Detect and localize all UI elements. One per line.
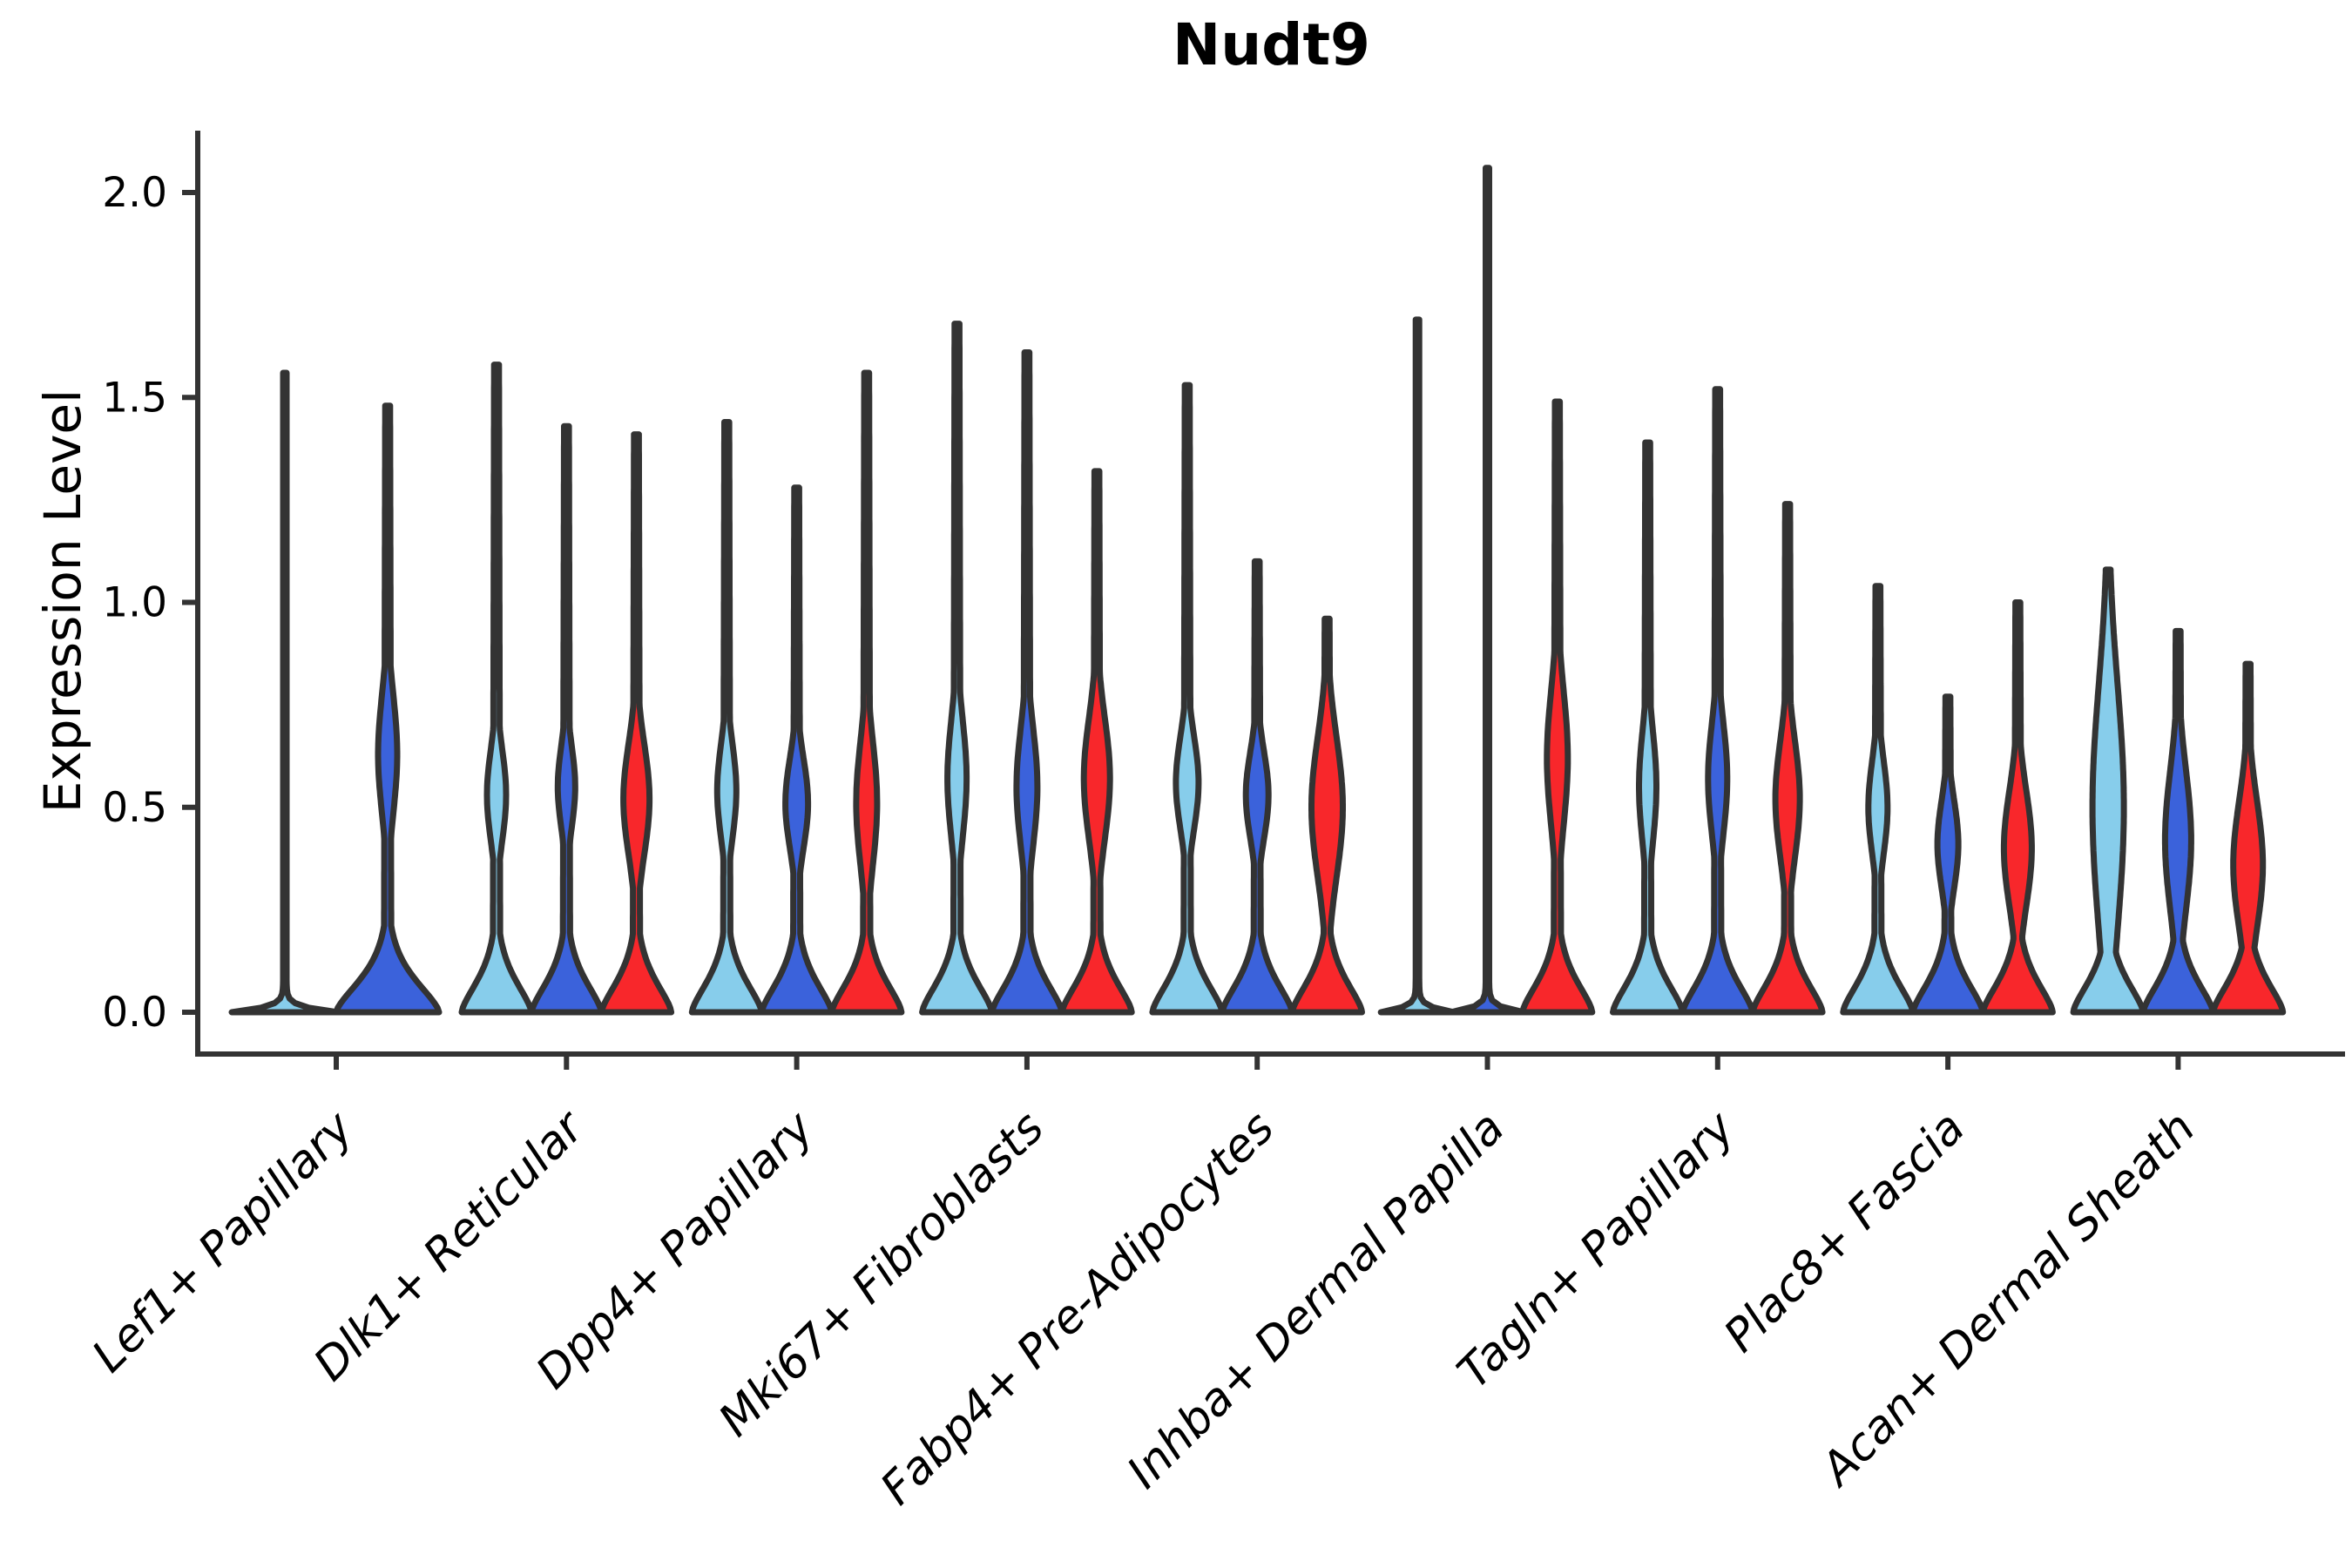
violin-mki67-fibroblasts-light-blue: [919, 321, 996, 1016]
violin-inhba-dermal-papilla-red: [1519, 398, 1596, 1016]
violin-dpp4-papillary-blue: [759, 484, 835, 1016]
violin-acan-dermal-sheath-light-blue: [2070, 566, 2146, 1016]
violin-fabp4-pre-adipocytes-red: [1289, 615, 1365, 1016]
violin-tagln-papillary-blue: [1680, 386, 1756, 1016]
violin-tagln-papillary-red: [1749, 501, 1826, 1016]
y-tick-label: 1.5: [102, 374, 167, 422]
violin-plac8-fascia-red: [1979, 599, 2056, 1016]
violin-acan-dermal-sheath-blue: [2139, 627, 2216, 1016]
x-tick-label-fabp4-pre-adipocytes: Fabp4+ Pre-Adipocytes: [871, 1102, 1285, 1516]
y-tick-label: 0.5: [102, 784, 167, 832]
violin-plac8-fascia-light-blue: [1840, 583, 1916, 1016]
violin-mki67-fibroblasts-red: [1058, 468, 1135, 1016]
y-tick-label: 0.0: [102, 989, 167, 1037]
violin-mki67-fibroblasts-blue: [989, 349, 1065, 1016]
x-tick-label-inhba-dermal-papilla: Inhba+ Dermal Papilla: [1118, 1102, 1515, 1499]
violin-dlk1-reticular-blue: [528, 422, 605, 1016]
violin-fabp4-pre-adipocytes-blue: [1219, 558, 1295, 1016]
violin-dlk1-reticular-light-blue: [458, 362, 535, 1016]
violin-lef1-papillary-light-blue: [228, 369, 341, 1016]
violin-dpp4-papillary-red: [828, 369, 905, 1016]
violin-inhba-dermal-papilla-light-blue: [1377, 316, 1457, 1016]
x-tick-label-acan-dermal-sheath: Acan+ Dermal Sheath: [1810, 1102, 2206, 1497]
violin-tagln-papillary-light-blue: [1610, 439, 1686, 1016]
violin-acan-dermal-sheath-red: [2210, 660, 2287, 1016]
chart-title: Nudt9: [1173, 11, 1370, 78]
violin-inhba-dermal-papilla-blue: [1448, 165, 1527, 1016]
violin-fabp4-pre-adipocytes-light-blue: [1149, 382, 1226, 1016]
x-tick-label-plac8-fascia: Plac8+ Fascia: [1714, 1102, 1975, 1362]
violin-dpp4-papillary-light-blue: [688, 419, 765, 1016]
violin-lef1-papillary-blue: [333, 402, 443, 1016]
y-tick-label: 2.0: [102, 169, 167, 217]
y-tick-label: 1.0: [102, 579, 167, 627]
violin-plac8-fascia-blue: [1909, 693, 1986, 1016]
violin-dlk1-reticular-red: [598, 431, 675, 1016]
